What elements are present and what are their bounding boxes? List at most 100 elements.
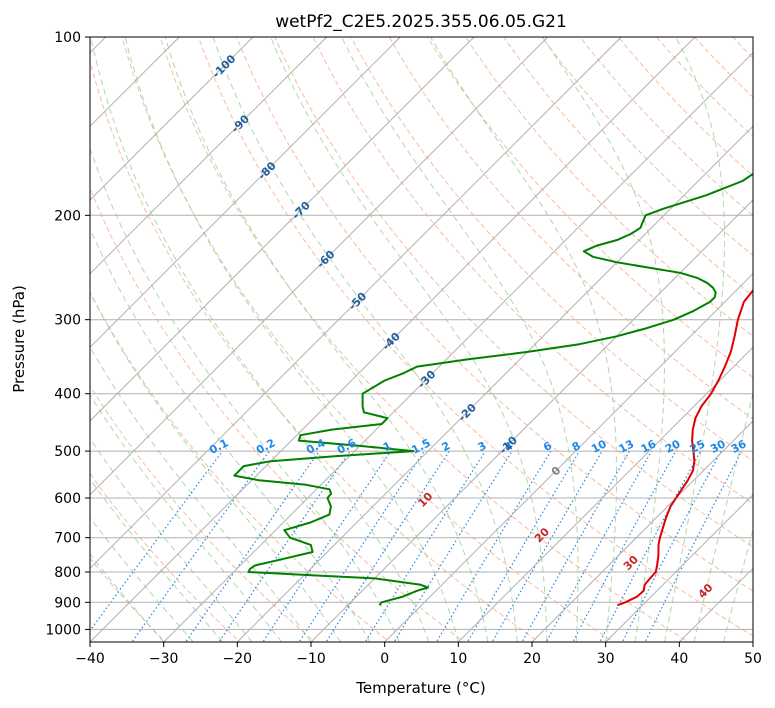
- series-lines: [233, 172, 753, 607]
- isotherm-line: [163, 51, 753, 642]
- dry-adiabat-line: [579, 37, 753, 217]
- mixing-ratio-label: 0.4: [304, 436, 328, 457]
- isotherm-line: [384, 272, 753, 642]
- dry-adiabat-line: [350, 37, 753, 462]
- mixing-ratio-line: [218, 450, 351, 642]
- dry-adiabat-line: [121, 37, 615, 642]
- isotherm-line: [90, 37, 696, 642]
- grid-lines: [90, 37, 753, 642]
- x-tick-label: 0: [380, 651, 389, 667]
- dry-adiabat-line: [90, 291, 391, 642]
- mixing-ratio-label: 6: [541, 439, 554, 454]
- mixing-ratio-line: [572, 450, 677, 642]
- x-tick-label: −20: [223, 651, 253, 667]
- moist-adiabat-label: 20: [532, 525, 552, 545]
- x-axis-label: Temperature (°C): [355, 679, 485, 697]
- dry-adiabat-line: [90, 472, 241, 642]
- isotherm-line: [90, 37, 622, 570]
- y-tick-label: 600: [54, 491, 81, 507]
- mixing-ratio-label: 10: [589, 437, 609, 456]
- y-tick-label: 300: [54, 313, 81, 329]
- moist-adiabat-line: [90, 345, 312, 642]
- mixing-ratio-label: 30: [708, 437, 728, 456]
- dry-adiabat-line: [197, 37, 753, 637]
- mixing-ratio-label: 36: [729, 437, 749, 456]
- y-tick-label: 100: [54, 30, 81, 46]
- x-axis: −40 −30 −20 −10 0 10 20 30 40 50: [75, 642, 762, 667]
- y-tick-label: 700: [54, 531, 81, 547]
- moist-adiabat-line: [341, 37, 579, 642]
- y-tick-label: 900: [54, 595, 81, 611]
- mixing-ratio-label: 20: [663, 437, 683, 456]
- mixing-ratio-line: [466, 450, 580, 642]
- mixing-ratio-line: [262, 450, 392, 642]
- y-tick-label: 1000: [45, 622, 81, 638]
- line-labels: 0.1 0.2 0.4 0.6 1 1.5 2 3 4 6 8 10 13 16 20 25 30 36-100-…: [207, 52, 749, 601]
- dry-adiabat-line: [541, 37, 753, 257]
- mixing-ratio-label: 0.1: [207, 436, 230, 457]
- mixing-ratio-line: [364, 450, 486, 642]
- dry-adiabat-line: [426, 37, 753, 379]
- dry-adiabat-line: [388, 37, 753, 420]
- moist-adiabat-line: [723, 528, 753, 642]
- moist-adiabat-line: [693, 390, 753, 642]
- mixing-ratio-label: 25: [688, 437, 708, 456]
- y-tick-label: 500: [54, 444, 81, 460]
- moist-adiabat-line: [90, 478, 223, 642]
- y-tick-label: 200: [54, 208, 81, 224]
- isotherm-line: [605, 493, 753, 642]
- mixing-ratio-line: [185, 450, 320, 642]
- isotherm-line: [457, 346, 753, 642]
- moist-adiabat-line: [90, 437, 253, 642]
- mixing-ratio-label: 0.2: [254, 436, 277, 457]
- moist-adiabat-line: [270, 37, 548, 642]
- moist-adiabat-line: [124, 37, 459, 642]
- moist-adiabat-line: [430, 37, 617, 642]
- plot-frame: [89, 36, 754, 643]
- mixing-ratio-line: [393, 450, 513, 642]
- dry-adiabat-line: [90, 59, 540, 642]
- isotherm-line: [236, 125, 753, 642]
- mixing-ratio-line: [298, 450, 425, 642]
- isotherm-label: -90: [229, 112, 252, 135]
- dry-adiabat-line: [159, 37, 690, 642]
- moist-adiabat-line: [90, 291, 341, 642]
- x-tick-label: −10: [296, 651, 326, 667]
- mixing-ratio-line: [90, 450, 223, 632]
- dry-adiabat-line: [312, 37, 753, 505]
- x-tick-label: −40: [75, 651, 105, 667]
- mixing-ratio-label: 0.6: [335, 436, 359, 457]
- dewpoint-profile-line: [233, 172, 753, 606]
- dry-adiabat-line: [90, 384, 316, 642]
- moist-adiabat-line: [90, 553, 165, 642]
- x-tick-label: 20: [523, 651, 541, 667]
- moist-adiabat-line: [164, 37, 489, 642]
- x-tick-label: 10: [449, 651, 467, 667]
- y-axis: 1000 900 800 700 600 500 400 300 200 100: [45, 30, 90, 638]
- isotherm-line: [90, 37, 475, 422]
- x-tick-label: 50: [744, 651, 762, 667]
- moist-adiabat-label: 30: [621, 553, 641, 573]
- dry-adiabat-line: [236, 37, 753, 592]
- mixing-ratio-label: 16: [639, 437, 659, 456]
- mixing-ratio-label: 2: [440, 439, 453, 454]
- mixing-ratio-label: 1.5: [409, 436, 432, 457]
- moist-adiabat-label: 40: [696, 581, 716, 601]
- isotherm-line: [90, 37, 254, 201]
- dry-adiabat-line: [758, 24, 775, 645]
- mixing-ratio-line: [435, 450, 552, 642]
- temperature-profile-line: [617, 288, 753, 607]
- isotherm-line: [752, 641, 753, 642]
- moist-adiabat-line: [90, 394, 282, 642]
- x-tick-label: 30: [597, 651, 615, 667]
- isotherm-line: [531, 420, 753, 642]
- isotherm-line: [678, 567, 753, 642]
- moist-adiabat-line: [90, 37, 430, 642]
- isotherm-line: [90, 37, 549, 496]
- y-tick-label: 800: [54, 565, 81, 581]
- dry-adiabat-line: [465, 37, 753, 338]
- moist-adiabat-label: 10: [415, 490, 435, 510]
- chart-title: wetPf2_C2E5.2025.355.06.05.G21: [275, 12, 567, 32]
- dry-adiabat-line: [503, 37, 753, 297]
